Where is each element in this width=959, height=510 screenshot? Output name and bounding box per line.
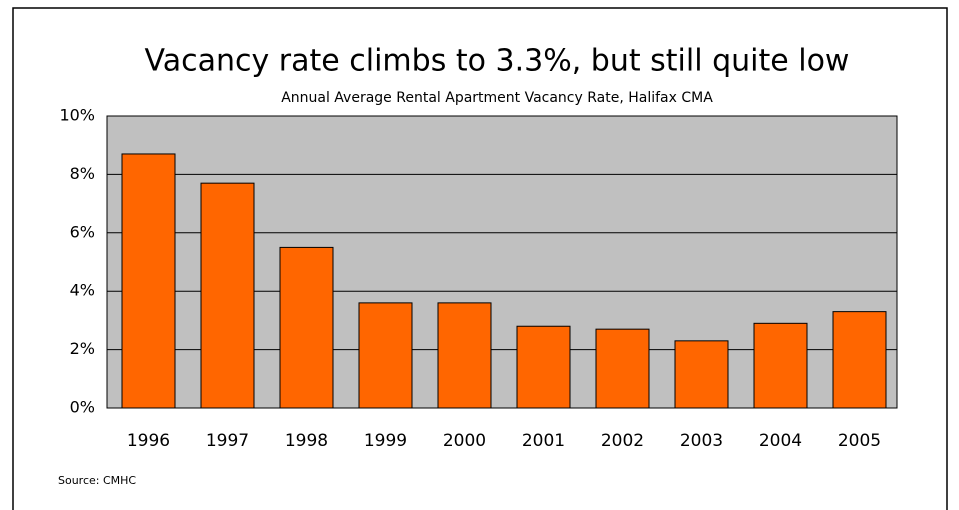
x-tick-label: 2004	[759, 431, 802, 451]
y-tick-label: 4%	[70, 281, 95, 300]
bar	[358, 302, 413, 409]
x-tick-label: 1998	[285, 431, 328, 451]
bar	[200, 182, 255, 409]
y-tick-label: 10%	[59, 106, 95, 125]
bar	[516, 325, 571, 409]
y-tick-label: 6%	[70, 222, 95, 241]
bar	[121, 153, 176, 409]
x-tick-label: 2001	[522, 431, 565, 451]
y-tick-label: 2%	[70, 339, 95, 358]
x-tick-label: 2000	[443, 431, 486, 451]
bar	[595, 328, 650, 409]
y-tick-label: 0%	[70, 398, 95, 417]
bar	[279, 246, 334, 409]
bar	[437, 302, 492, 409]
bar	[674, 340, 729, 409]
bar	[832, 311, 887, 409]
x-tick-label: 2002	[601, 431, 644, 451]
y-tick-label: 8%	[70, 164, 95, 183]
x-tick-label: 1996	[127, 431, 170, 451]
chart-title: Vacancy rate climbs to 3.3%, but still q…	[145, 44, 850, 79]
source: Source: CMHC	[58, 474, 136, 487]
x-tick-label: 1997	[206, 431, 249, 451]
x-tick-label: 2003	[680, 431, 723, 451]
x-tick-label: 1999	[364, 431, 407, 451]
bar	[753, 322, 808, 409]
x-tick-label: 2005	[838, 431, 881, 451]
chart-subtitle: Annual Average Rental Apartment Vacancy …	[281, 90, 713, 106]
